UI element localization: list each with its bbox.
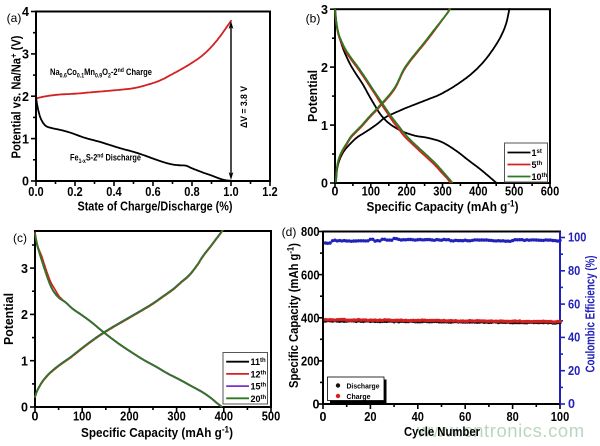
svg-text:0.4: 0.4 bbox=[106, 185, 121, 199]
svg-text:11th: 11th bbox=[251, 357, 267, 367]
svg-text:400: 400 bbox=[215, 410, 233, 424]
svg-text:500: 500 bbox=[262, 410, 280, 424]
svg-text:40: 40 bbox=[568, 331, 580, 345]
svg-text:(b): (b) bbox=[306, 12, 321, 26]
svg-text:5th: 5th bbox=[532, 160, 543, 170]
svg-text:0.2: 0.2 bbox=[67, 185, 82, 199]
svg-text:ΔV = 3.8 V: ΔV = 3.8 V bbox=[239, 85, 250, 128]
svg-text:500: 500 bbox=[505, 185, 523, 199]
svg-text:100: 100 bbox=[362, 185, 380, 199]
svg-text:20: 20 bbox=[568, 364, 580, 378]
svg-text:www.cntronics.com: www.cntronics.com bbox=[416, 420, 585, 441]
svg-text:Specific Capacity (mAh g-1): Specific Capacity (mAh g-1) bbox=[367, 199, 519, 215]
svg-text:1: 1 bbox=[321, 119, 328, 133]
svg-text:0.6: 0.6 bbox=[145, 185, 160, 199]
svg-text:200: 200 bbox=[397, 185, 415, 199]
svg-text:Na0.6Co0.1Mn0.9O2-2nd Charge: Na0.6Co0.1Mn0.9O2-2nd Charge bbox=[50, 67, 152, 80]
svg-text:4: 4 bbox=[22, 5, 29, 19]
svg-text:Potential: Potential bbox=[1, 293, 16, 345]
svg-text:20: 20 bbox=[364, 410, 376, 424]
svg-text:10th: 10th bbox=[532, 172, 548, 182]
svg-text:40: 40 bbox=[412, 410, 424, 424]
svg-text:0: 0 bbox=[32, 410, 39, 424]
svg-text:300: 300 bbox=[167, 410, 185, 424]
svg-text:600: 600 bbox=[301, 268, 319, 282]
svg-text:200: 200 bbox=[120, 410, 138, 424]
svg-text:Potential vs. Na/Na+ (V): Potential vs. Na/Na+ (V) bbox=[9, 35, 24, 158]
svg-text:0.8: 0.8 bbox=[184, 185, 199, 199]
svg-text:1: 1 bbox=[22, 132, 29, 146]
svg-text:1.2: 1.2 bbox=[262, 185, 277, 199]
svg-text:2: 2 bbox=[21, 308, 28, 322]
svg-text:Specific Capacity (mAh g-1): Specific Capacity (mAh g-1) bbox=[81, 425, 233, 441]
svg-text:3: 3 bbox=[21, 262, 28, 276]
svg-text:60: 60 bbox=[459, 410, 471, 424]
svg-text:0: 0 bbox=[313, 398, 320, 412]
svg-text:(c): (c) bbox=[13, 231, 27, 245]
svg-text:400: 400 bbox=[469, 185, 487, 199]
svg-text:1.0: 1.0 bbox=[223, 185, 238, 199]
svg-text:300: 300 bbox=[433, 185, 451, 199]
svg-text:20th: 20th bbox=[251, 394, 267, 404]
svg-text:0: 0 bbox=[22, 175, 29, 189]
svg-text:1st: 1st bbox=[532, 148, 542, 158]
svg-text:15th: 15th bbox=[251, 382, 267, 392]
svg-text:12th: 12th bbox=[251, 369, 267, 379]
svg-text:100: 100 bbox=[73, 410, 91, 424]
svg-text:1: 1 bbox=[21, 354, 28, 368]
svg-text:3: 3 bbox=[321, 3, 328, 17]
svg-text:200: 200 bbox=[301, 355, 319, 369]
svg-text:0.0: 0.0 bbox=[28, 185, 43, 199]
svg-text:80: 80 bbox=[568, 264, 580, 278]
svg-text:Fe1-xS-2nd Discharge: Fe1-xS-2nd Discharge bbox=[70, 153, 141, 166]
svg-text:2: 2 bbox=[22, 90, 29, 104]
svg-text:Coulombic Efficiency (%): Coulombic Efficiency (%) bbox=[583, 256, 598, 373]
svg-text:60: 60 bbox=[568, 297, 580, 311]
svg-text:0: 0 bbox=[21, 401, 28, 415]
svg-text:Specific Capacity (mAh g-1): Specific Capacity (mAh g-1) bbox=[286, 243, 302, 388]
svg-text:Potential: Potential bbox=[305, 70, 320, 122]
svg-text:600: 600 bbox=[541, 185, 559, 199]
svg-text:100: 100 bbox=[551, 410, 569, 424]
svg-text:0: 0 bbox=[568, 397, 575, 411]
svg-text:0: 0 bbox=[320, 410, 327, 424]
svg-text:State of Charge/Discharge (%): State of Charge/Discharge (%) bbox=[78, 199, 233, 214]
svg-text:Charge: Charge bbox=[347, 392, 371, 401]
svg-text:2: 2 bbox=[321, 61, 328, 75]
svg-text:3: 3 bbox=[22, 48, 29, 62]
svg-text:800: 800 bbox=[301, 225, 319, 239]
svg-text:80: 80 bbox=[506, 410, 518, 424]
svg-text:Cycle Number: Cycle Number bbox=[404, 424, 480, 439]
svg-text:0: 0 bbox=[321, 177, 328, 191]
svg-text:100: 100 bbox=[568, 231, 586, 245]
svg-text:(d): (d) bbox=[282, 225, 297, 239]
svg-text:0: 0 bbox=[332, 185, 339, 199]
svg-text:400: 400 bbox=[301, 311, 319, 325]
svg-text:(a): (a) bbox=[7, 11, 22, 25]
svg-text:Discharge: Discharge bbox=[347, 382, 380, 391]
